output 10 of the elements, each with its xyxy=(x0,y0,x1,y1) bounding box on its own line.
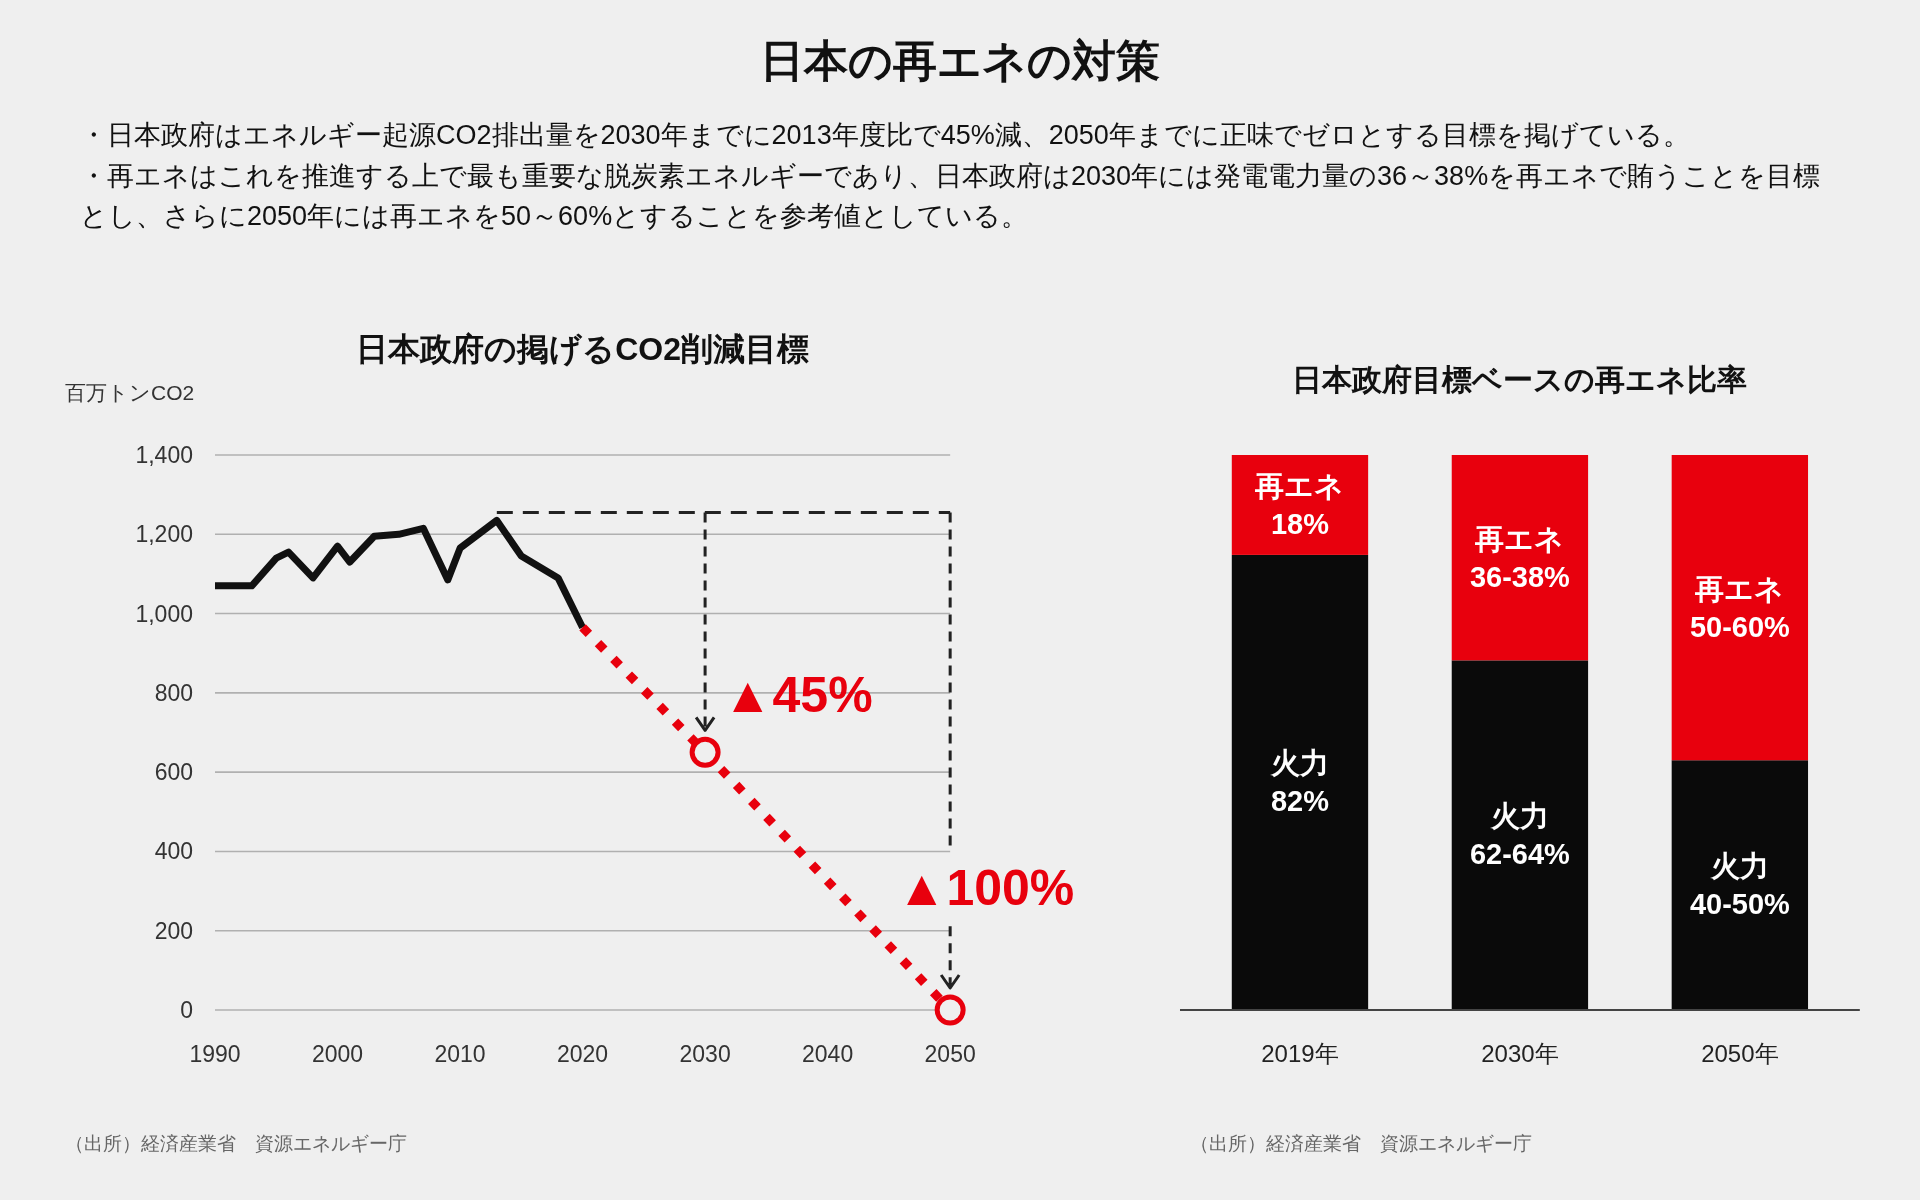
ylabel: 百万トンCO2 xyxy=(65,381,195,404)
title: 日本の再エネの対策 xyxy=(759,35,1161,87)
annotation: ▲100% xyxy=(896,860,1075,917)
annotation: ・日本政府はエネルギー起源CO2排出量を2030年までに2013年度比で45%減、2050年までに正味でゼロとする目標を掲げている。 xyxy=(80,119,1691,152)
annotation: ▲45% xyxy=(723,666,873,723)
title: 日本政府目標ベースの再エネ比率 xyxy=(1292,363,1748,396)
annotation: （出所）経済産業省 資源エネルギー庁 xyxy=(65,1133,407,1154)
annotation: ・再エネはこれを推進する上で最も重要な脱炭素エネルギーであり、日本政府は2030年には発電電力量の36～38%を再エネで賄うことを目標とし、さらに2050年には再エネを50～60%とすることを参考値としている。 xyxy=(80,159,1822,233)
annotation: （出所）経済産業省 資源エネルギー庁 xyxy=(1190,1133,1533,1154)
title: 日本政府の掲げるCO2削減目標 xyxy=(356,331,809,367)
